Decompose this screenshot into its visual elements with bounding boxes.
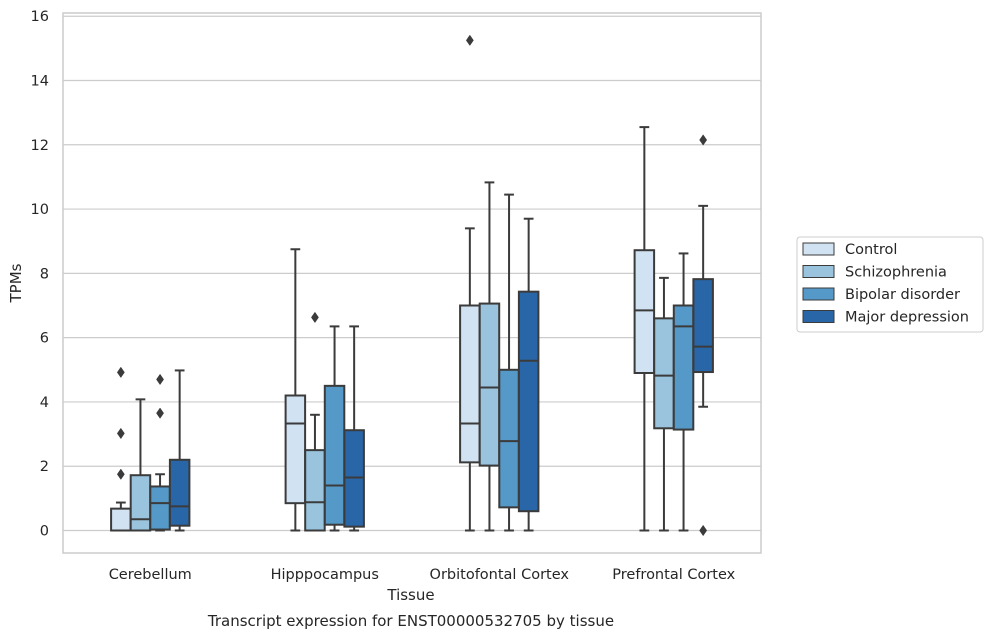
box-prefrontal-cortex (692, 134, 714, 537)
y-axis-ticks: 0 2 4 6 8 10 12 14 16 (31, 9, 49, 539)
box-body (653, 317, 675, 430)
series-control (110, 34, 656, 532)
series-major-depression (168, 134, 714, 537)
outlier-point (311, 311, 319, 324)
legend-swatch (802, 242, 835, 256)
y-tick-label: 12 (31, 138, 49, 154)
box-body (110, 507, 132, 532)
box-body (692, 278, 714, 374)
box-cerebellum (129, 398, 152, 532)
box-body (168, 458, 191, 527)
legend: Control Schizophrenia Bipolar disorder Majo… (796, 236, 984, 333)
legend-frame (796, 236, 984, 333)
box-cerebellum (168, 369, 191, 532)
legend-swatch (802, 265, 835, 278)
box-series (110, 34, 714, 537)
box-cerebellum (110, 366, 132, 532)
y-tick-label: 14 (31, 74, 49, 90)
outlier-point (116, 366, 125, 378)
y-tick-label: 4 (40, 395, 49, 411)
legend-swatch (802, 310, 835, 323)
outlier-point (699, 524, 708, 537)
x-axis-ticks: Cerebellum Hipppocampus Orbitofontal Corte… (109, 567, 736, 583)
box-body (633, 249, 656, 374)
x-tick-label: Hipppocampus (271, 567, 379, 583)
x-tick-label: Prefrontal Cortex (612, 567, 735, 583)
legend-label: Schizophrenia (845, 265, 947, 281)
box-body (149, 485, 171, 531)
box-prefrontal-cortex (672, 252, 695, 532)
x-tick-label: Orbitofontal Cortex (430, 567, 570, 583)
y-tick-label: 6 (40, 331, 49, 347)
box-body (517, 290, 540, 513)
box-body (129, 474, 152, 532)
legend-label: Major depression (845, 310, 969, 326)
box-hipppocampus (284, 248, 307, 532)
y-tick-label: 0 (40, 524, 49, 540)
y-tick-label: 2 (40, 459, 49, 475)
outlier-point (156, 373, 164, 386)
outlier-point (156, 407, 164, 419)
plot-frame (62, 12, 762, 554)
box-orbitofontal-cortex (498, 193, 520, 532)
y-tick-label: 8 (40, 266, 49, 282)
box-body (672, 304, 695, 431)
outlier-point (699, 134, 708, 146)
x-axis-label: Tissue (386, 586, 434, 604)
box-body (304, 449, 326, 532)
x-tick-label: Cerebellum (109, 567, 192, 583)
legend-swatch (802, 287, 835, 301)
legend-label: Control (845, 242, 897, 258)
y-tick-label: 10 (31, 202, 49, 218)
box-orbitofontal-cortex (459, 34, 481, 532)
legend-label: Bipolar disorder (845, 287, 960, 303)
box-body (323, 384, 346, 526)
outlier-point (465, 34, 474, 46)
box-hipppocampus (343, 325, 365, 532)
box-orbitofontal-cortex (517, 217, 540, 532)
box-body (459, 304, 481, 464)
box-body (478, 302, 501, 467)
box-body (498, 368, 520, 509)
outlier-point (116, 468, 125, 480)
chart-caption: Transcript expression for ENST0000053270… (207, 612, 614, 630)
box-prefrontal-cortex (633, 126, 656, 532)
box-cerebellum (149, 373, 171, 532)
plot-area (62, 12, 762, 554)
outlier-point (116, 427, 125, 440)
series-bipolar-disorder (149, 193, 695, 532)
box-body (284, 394, 307, 505)
box-prefrontal-cortex (653, 276, 675, 532)
y-axis-label: TPMs (7, 263, 25, 303)
y-tick-label: 16 (31, 9, 49, 25)
